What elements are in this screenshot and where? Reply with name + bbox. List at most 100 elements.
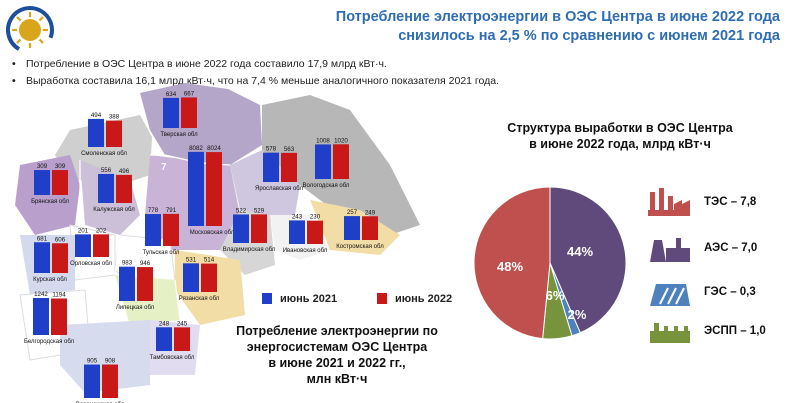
bar-2022 xyxy=(333,144,349,179)
region-name-label: Рязанская обл xyxy=(179,296,220,302)
bar-value-2022: 309 xyxy=(55,163,66,170)
bar-value-2021: 8082 xyxy=(189,145,203,152)
bar-value-2022: 606 xyxy=(55,236,66,243)
bar-value-2021: 556 xyxy=(101,167,112,174)
region-bar-group: 778 791 Тульская обл xyxy=(143,207,180,256)
industrial-plant-icon xyxy=(650,323,690,343)
structure-title: Структура выработки в ОЭС Центра в июне … xyxy=(490,120,750,152)
page-title-line-1: Потребление электроэнергии в ОЭС Центра … xyxy=(335,9,780,25)
region-bar-group: 257 249 Костромская обл xyxy=(336,209,384,250)
bar-value-2021: 248 xyxy=(159,320,170,327)
region-name-label: Калужская обл xyxy=(93,207,135,213)
bar-2021 xyxy=(156,327,172,351)
legend-item-2022: июнь 2022 xyxy=(377,293,452,305)
pie-label-ges: 2% xyxy=(568,307,587,322)
bar-value-2021: 1008 xyxy=(316,137,330,144)
region-name-label: Ивановская обл xyxy=(283,248,328,254)
pie-slice-aes xyxy=(549,186,627,334)
bar-2021 xyxy=(88,118,104,147)
structure-title-line: Структура выработки в ОЭС Центра xyxy=(507,121,733,135)
bar-value-2021: 778 xyxy=(148,207,159,214)
legend-swatch-2022 xyxy=(377,293,387,304)
bar-2021 xyxy=(75,234,91,257)
bar-value-2021: 1242 xyxy=(34,291,48,298)
bar-value-2022: 202 xyxy=(96,227,107,234)
bar-value-2021: 243 xyxy=(292,213,303,220)
pie-slices xyxy=(473,186,627,340)
bar-value-2021: 681 xyxy=(37,235,48,242)
bar-value-2022: 249 xyxy=(365,209,376,216)
bar-2022 xyxy=(116,174,132,203)
bar-value-2021: 983 xyxy=(122,260,133,267)
bar-value-2021: 494 xyxy=(91,112,102,119)
bar-2021 xyxy=(344,216,360,240)
bar-2022 xyxy=(52,243,68,273)
region-name-label: Владимирская обл xyxy=(223,247,276,253)
region-name-label: Орловская обл xyxy=(70,261,112,267)
bar-2021 xyxy=(188,151,204,226)
bar-2022 xyxy=(93,234,109,257)
map-region-voronezh xyxy=(60,320,150,393)
region-bar-group: 243 230 Ивановская обл xyxy=(283,213,328,254)
region-bar-group: 681 606 Курская обл xyxy=(33,235,68,283)
bullet-text: Потребление в ОЭС Центра в июне 2022 год… xyxy=(26,58,387,70)
generation-pie-chart: 48% 44% 2% 6% xyxy=(473,186,627,340)
bar-value-2022: 388 xyxy=(109,114,120,121)
region-bar-group: 578 563 Ярославская обл xyxy=(255,146,303,192)
bar-2022 xyxy=(362,216,378,240)
legend-label-ges: ГЭС – 0,3 xyxy=(704,286,756,298)
bar-2022 xyxy=(251,214,267,243)
bar-value-2022: 563 xyxy=(284,146,295,153)
region-name-label: Тамбовская обл xyxy=(150,355,195,361)
bar-value-2021: 531 xyxy=(186,256,197,263)
region-bars: 494 388 Смоленская обл 634 667 Тверская обл 30… xyxy=(24,90,384,403)
legend-item-2021: июнь 2021 xyxy=(262,293,337,305)
bar-2022 xyxy=(181,97,197,128)
bar-2022 xyxy=(137,267,153,301)
bar-2021 xyxy=(34,242,50,273)
bullet-item: • Потребление в ОЭС Центра в июне 2022 го… xyxy=(12,58,387,70)
legend-label-2021: июнь 2021 xyxy=(280,293,338,305)
bar-value-2022: 514 xyxy=(204,257,215,264)
map-region-smolensk xyxy=(55,115,152,185)
region-bar-group: 201 202 Орловская обл xyxy=(70,227,112,267)
bar-value-2022: 245 xyxy=(177,320,188,327)
bullet-text: Выработка составила 16,1 млрд кВт·ч, что… xyxy=(26,75,500,87)
bar-value-2022: 791 xyxy=(166,207,177,214)
bar-value-2022: 1020 xyxy=(334,137,348,144)
region-name-label: Московская обл xyxy=(190,230,235,236)
region-name-label: Белгородская обл xyxy=(24,339,75,345)
caption-line: Потребление электроэнергии по xyxy=(236,324,438,338)
pie-slice-tes xyxy=(473,186,551,340)
region-name-label: Костромская обл xyxy=(336,244,384,250)
bar-2022 xyxy=(281,152,297,182)
region-name-label: Липецкая обл xyxy=(116,305,155,311)
bar-value-2022: 529 xyxy=(254,207,265,214)
bar-value-2022: 908 xyxy=(105,358,116,365)
bar-value-2022: 8024 xyxy=(207,145,221,152)
bar-2021 xyxy=(163,97,179,128)
bar-2022 xyxy=(106,120,122,147)
bar-2022 xyxy=(307,220,323,244)
bar-2021 xyxy=(34,170,50,195)
region-map: 7 494 388 Смоленская обл 634 667 Тверская обл… xyxy=(15,83,420,403)
region-bar-group: 1008 1020 Вологодская обл xyxy=(303,137,350,189)
bar-2022 xyxy=(201,263,217,292)
legend-label-aes: АЭС – 7,0 xyxy=(704,242,758,254)
bar-value-2021: 257 xyxy=(347,209,358,216)
bar-value-2021: 578 xyxy=(266,146,277,153)
region-name-label: Тверская обл xyxy=(160,132,198,138)
bar-value-2022: 230 xyxy=(310,214,321,221)
bar-value-2022: 667 xyxy=(184,90,195,97)
region-bar-group: 905908Воронежская обл xyxy=(76,358,125,403)
bar-2021 xyxy=(84,364,100,398)
region-bar-group: 309 309 Брянская обл xyxy=(31,163,69,205)
pie-label-tes: 48% xyxy=(497,259,523,274)
legend-label-2022: июнь 2022 xyxy=(395,293,453,305)
map-caption: Потребление электроэнергии по энергосист… xyxy=(218,323,456,387)
pie-label-espp: 6% xyxy=(546,288,565,303)
bar-2021 xyxy=(289,220,305,244)
region-name-label: Вологодская обл xyxy=(303,183,350,189)
map-region-yaroslavl xyxy=(230,150,300,225)
bar-2022 xyxy=(174,327,190,351)
